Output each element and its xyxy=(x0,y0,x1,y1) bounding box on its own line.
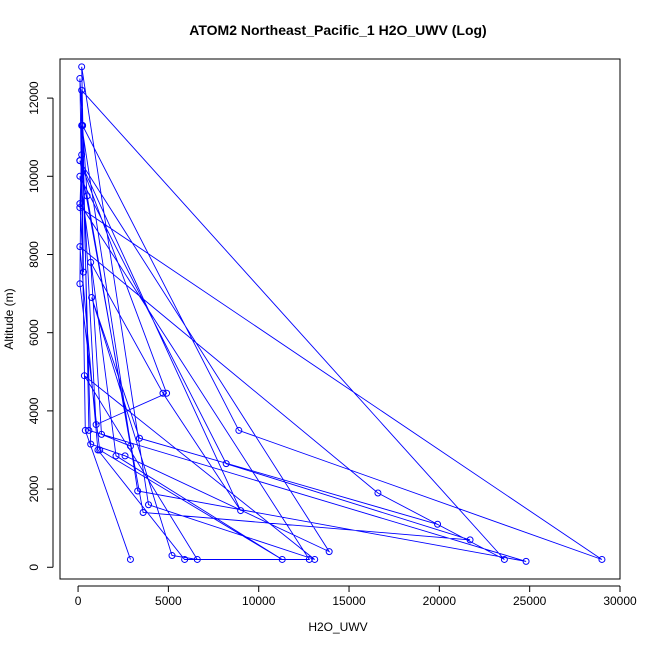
data-point xyxy=(305,555,313,563)
plot-frame xyxy=(59,58,621,580)
data-point xyxy=(87,258,95,266)
data-point xyxy=(374,489,382,497)
data-point xyxy=(79,268,87,276)
data-point xyxy=(325,548,333,556)
data-point xyxy=(163,389,171,397)
data-point xyxy=(76,243,84,251)
x-tick-label: 5000 xyxy=(155,594,182,608)
x-tick-label: 25000 xyxy=(513,594,547,608)
data-point xyxy=(76,280,84,288)
data-point xyxy=(112,452,120,460)
data-point xyxy=(80,372,88,380)
data-point xyxy=(76,200,84,208)
data-point xyxy=(159,389,167,397)
x-axis: 0 5000 10000 15000 20000 25000 30000 xyxy=(75,585,637,608)
y-tick-label: 12000 xyxy=(27,81,41,115)
data-point xyxy=(181,555,189,563)
y-tick-label: 6000 xyxy=(27,319,41,346)
data-point xyxy=(145,501,153,509)
data-point xyxy=(135,434,143,442)
data-point xyxy=(134,487,142,495)
data-point xyxy=(78,121,86,129)
data-point xyxy=(126,555,134,563)
data-point xyxy=(81,426,89,434)
data-point xyxy=(522,557,530,565)
data-point xyxy=(311,555,319,563)
x-tick-label: 15000 xyxy=(332,594,366,608)
data-point xyxy=(235,426,243,434)
data-point xyxy=(83,192,91,200)
y-tick-label: 0 xyxy=(27,564,41,571)
data-point xyxy=(88,293,96,301)
y-tick-label: 10000 xyxy=(27,159,41,193)
x-tick-label: 20000 xyxy=(423,594,457,608)
data-point xyxy=(78,86,86,94)
data-point xyxy=(87,440,95,448)
series-line xyxy=(79,66,603,562)
data-point xyxy=(94,446,102,454)
data-point xyxy=(598,555,606,563)
y-tick-label: 4000 xyxy=(27,397,41,424)
data-point xyxy=(193,555,201,563)
data-point xyxy=(76,172,84,180)
data-point xyxy=(500,555,508,563)
data-point xyxy=(76,157,84,165)
data-point xyxy=(121,452,129,460)
x-tick-label: 0 xyxy=(75,594,82,608)
data-point xyxy=(278,555,286,563)
data-point xyxy=(98,430,106,438)
data-point xyxy=(126,442,134,450)
y-tick-label: 8000 xyxy=(27,241,41,268)
data-point xyxy=(76,204,84,212)
data-point xyxy=(96,446,104,454)
data-point xyxy=(76,75,84,83)
x-tick-label: 10000 xyxy=(242,594,276,608)
data-point xyxy=(237,507,245,515)
y-tick-label: 2000 xyxy=(27,475,41,502)
data-point xyxy=(78,63,86,71)
x-axis-label: H2O_UWV xyxy=(308,620,367,634)
y-axis-label: Altitude (m) xyxy=(2,288,16,349)
data-point xyxy=(168,552,176,560)
data-point xyxy=(466,536,474,544)
data-point xyxy=(139,509,147,517)
x-tick-label: 30000 xyxy=(603,594,637,608)
data-series xyxy=(76,63,606,565)
chart-title: ATOM2 Northeast_Pacific_1 H2O_UWV (Log) xyxy=(189,22,486,38)
data-point xyxy=(434,520,442,528)
data-point xyxy=(222,460,230,468)
data-point xyxy=(92,421,100,429)
y-axis: 0 2000 4000 6000 8000 10000 12000 xyxy=(27,81,54,571)
data-point xyxy=(85,426,93,434)
